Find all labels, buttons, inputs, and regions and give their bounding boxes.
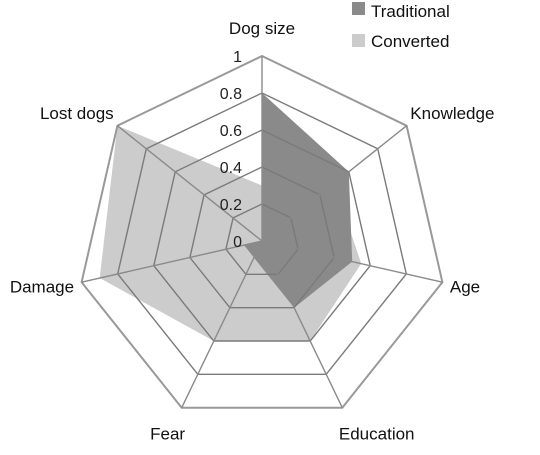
- axis-label-age: Age: [450, 278, 480, 297]
- tick-layer: 0 0.2 0.4 0.6 0.8 1: [220, 49, 242, 251]
- tick-label: 0.6: [220, 123, 242, 140]
- spoke-education: [261, 240, 343, 409]
- tick-label: 0.2: [220, 197, 242, 214]
- legend-label-traditional: Traditional: [371, 2, 450, 21]
- grid-ring: [189, 166, 335, 309]
- axis-label-layer: Dog size Knowledge Age Education Fear Damage L…: [10, 19, 495, 444]
- tick-label: 1: [233, 49, 242, 66]
- legend-swatch-traditional: [352, 2, 365, 15]
- series-layer: [99, 93, 362, 341]
- grid-ring: [225, 203, 299, 275]
- spoke-knowledge: [261, 125, 408, 242]
- axis-label-dog-size: Dog size: [229, 19, 295, 38]
- axis-label-lost-dogs: Lost dogs: [40, 104, 114, 123]
- grid-layer: [80, 54, 444, 409]
- grid-ring: [80, 54, 444, 409]
- tick-label: 0: [233, 234, 242, 251]
- grid-ring: [153, 129, 371, 342]
- legend-swatch-converted: [352, 34, 365, 47]
- tick-label: 0.4: [220, 160, 242, 177]
- spoke-damage: [81, 240, 263, 283]
- axis-label-education: Education: [339, 425, 415, 444]
- spoke-lost-dogs: [116, 125, 263, 242]
- axis-label-fear: Fear: [150, 425, 185, 444]
- legend-label-converted: Converted: [371, 32, 449, 51]
- axis-label-knowledge: Knowledge: [410, 104, 494, 123]
- grid-ring: [116, 92, 408, 375]
- legend: Traditional Converted: [352, 2, 450, 51]
- spoke-fear: [181, 240, 263, 409]
- tick-label: 0.8: [220, 86, 242, 103]
- series-area-traditional: [244, 93, 353, 308]
- axis-label-damage: Damage: [10, 278, 74, 297]
- spoke-age: [261, 240, 443, 283]
